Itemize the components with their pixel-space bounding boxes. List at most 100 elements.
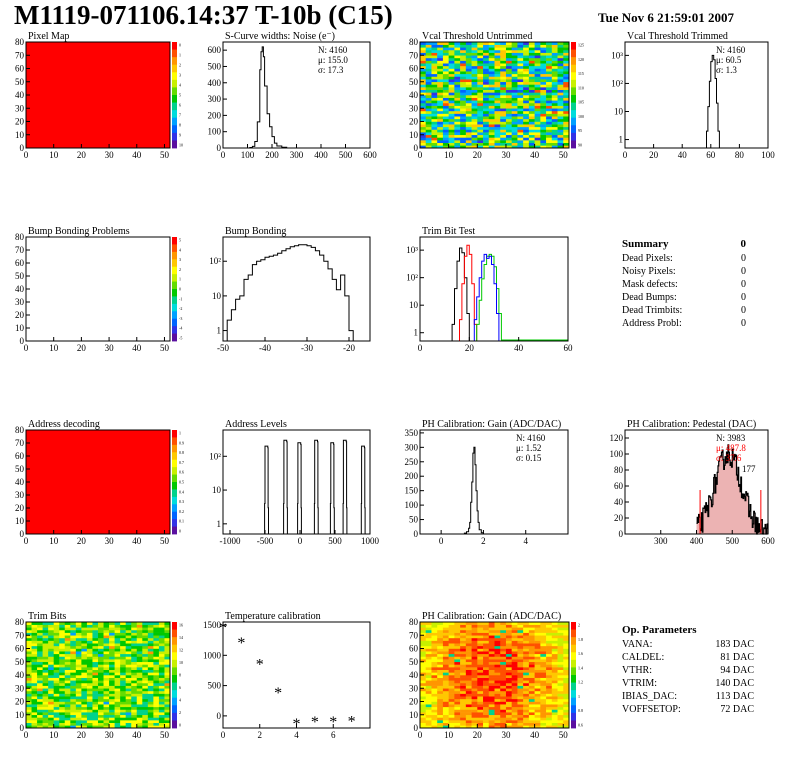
colorbar-segment	[172, 644, 177, 653]
x-tick-label: 50	[160, 343, 170, 353]
colorbar-label: 0.3	[179, 499, 184, 504]
colorbar-segment	[172, 79, 177, 88]
colorbar-segment	[172, 333, 177, 342]
colorbar-segment	[172, 459, 177, 468]
colorbar-label: -2	[179, 306, 182, 311]
colorbar-segment	[172, 496, 177, 505]
y-tick-label: 100	[405, 500, 419, 510]
scatter-point: *	[256, 656, 264, 673]
colorbar-segment	[172, 251, 177, 260]
scatter-point: *	[311, 714, 319, 731]
colorbar-label: 0.4	[179, 489, 184, 494]
x-tick-label: 500	[339, 150, 353, 160]
x-tick-label: 10	[49, 150, 59, 160]
y-tick-label: 500	[208, 61, 222, 71]
op-parameter-row: VANA: 183 DAC	[622, 639, 754, 650]
colorbar-segment	[172, 467, 177, 475]
x-tick-label: -40	[259, 343, 271, 353]
x-tick-label: 2	[258, 730, 263, 740]
colorbar-label: 2	[179, 267, 181, 272]
y-tick-label: 1	[619, 135, 624, 145]
plot-frame	[222, 236, 371, 342]
op-parameter-row: VTHR: 94 DAC	[622, 665, 754, 676]
colorbar-segment	[571, 637, 576, 646]
colorbar-segment	[172, 303, 177, 312]
colorbar-segment	[571, 644, 576, 653]
x-tick-label: 40	[678, 150, 688, 160]
colorbar-segment	[172, 519, 177, 527]
colorbar-segment	[172, 489, 177, 498]
colorbar-segment	[172, 244, 177, 253]
op-parameter-row: IBIAS_DAC: 113 DAC	[622, 691, 754, 702]
colorbar-label: 0.8	[179, 450, 184, 455]
y-tick-label: 10	[15, 516, 25, 526]
stats-line: N: 4160	[318, 45, 348, 55]
colorbar-label: 1.8	[578, 637, 583, 642]
stats-line: μ: 155.0	[318, 55, 348, 65]
colorbar-segment	[571, 712, 576, 721]
colorbar-segment	[571, 125, 576, 134]
op-parameters-box: Op. Parameters VANA: 183 DAC CALDEL: 81 DA…	[622, 622, 754, 716]
colorbar-label: 1	[179, 53, 181, 58]
y-tick-label: 80	[15, 232, 25, 242]
colorbar-segment	[571, 140, 576, 149]
histogram-peak	[297, 442, 302, 535]
colorbar-segment	[172, 266, 177, 275]
colorbar-label: 3	[179, 73, 181, 78]
y-tick-label: 70	[15, 50, 25, 60]
y-tick-label: 500	[208, 681, 222, 691]
y-tick-label: 80	[614, 465, 624, 475]
colorbar-segment	[571, 79, 576, 88]
colorbar-segment	[172, 675, 177, 683]
colorbar-label: 8	[179, 673, 181, 678]
colorbar-segment	[172, 57, 177, 66]
x-tick-label: 40	[132, 730, 142, 740]
y-tick-label: 10	[15, 710, 25, 720]
x-tick-label: 30	[105, 536, 115, 546]
x-tick-label: 20	[473, 730, 483, 740]
y-tick-label: 0	[414, 143, 419, 153]
y-tick-label: 40	[409, 90, 419, 100]
scatter-point: *	[237, 635, 245, 652]
panel-title: Temperature calibration	[225, 611, 321, 622]
x-tick-label: 0	[24, 343, 29, 353]
x-tick-label: 400	[314, 150, 328, 160]
panel-title: Address Levels	[225, 419, 287, 430]
colorbar-segment	[172, 504, 177, 513]
colorbar-label: 3	[179, 257, 181, 262]
y-tick-label: 60	[409, 644, 419, 654]
op-parameter-row: VTRIM: 140 DAC	[622, 678, 754, 689]
x-tick-label: 30	[501, 730, 511, 740]
op-parameter-row: CALDEL: 81 DAC	[622, 652, 754, 663]
colorbar-label: 0.1	[179, 519, 184, 524]
colorbar-segment	[172, 452, 177, 461]
colorbar-segment	[571, 132, 576, 141]
histogram-series	[474, 253, 568, 342]
y-tick-label: 60	[15, 258, 25, 268]
x-tick-label: 10	[49, 730, 59, 740]
y-tick-label: 100	[208, 127, 222, 137]
y-tick-label: 80	[409, 617, 419, 627]
stats-line: μ: 60.5	[716, 55, 742, 65]
y-tick-label: 60	[15, 644, 25, 654]
colorbar-segment	[571, 64, 576, 73]
x-tick-label: 40	[132, 536, 142, 546]
stats-line: σ: 0.15	[516, 453, 542, 463]
scatter-point: *	[274, 685, 282, 702]
y-tick-label: 40	[15, 670, 25, 680]
x-tick-label: 6	[331, 730, 336, 740]
panel-title: PH Calibration: Gain (ADC/DAC)	[422, 419, 561, 430]
x-tick-label: 300	[290, 150, 304, 160]
x-tick-label: 60	[564, 343, 574, 353]
colorbar-label: 1	[578, 694, 580, 699]
colorbar-label: 0	[179, 529, 181, 534]
x-tick-label: 0	[24, 150, 29, 160]
histogram-peak	[360, 445, 366, 535]
y-tick-label: 50	[15, 464, 25, 474]
colorbar-label: 4	[179, 698, 181, 703]
colorbar-segment	[172, 511, 177, 520]
y-tick-label: 0	[20, 529, 25, 539]
colorbar-segment	[571, 57, 576, 66]
colorbar-label: 105	[578, 100, 584, 105]
panel-title: Bump Bonding Problems	[28, 226, 130, 237]
